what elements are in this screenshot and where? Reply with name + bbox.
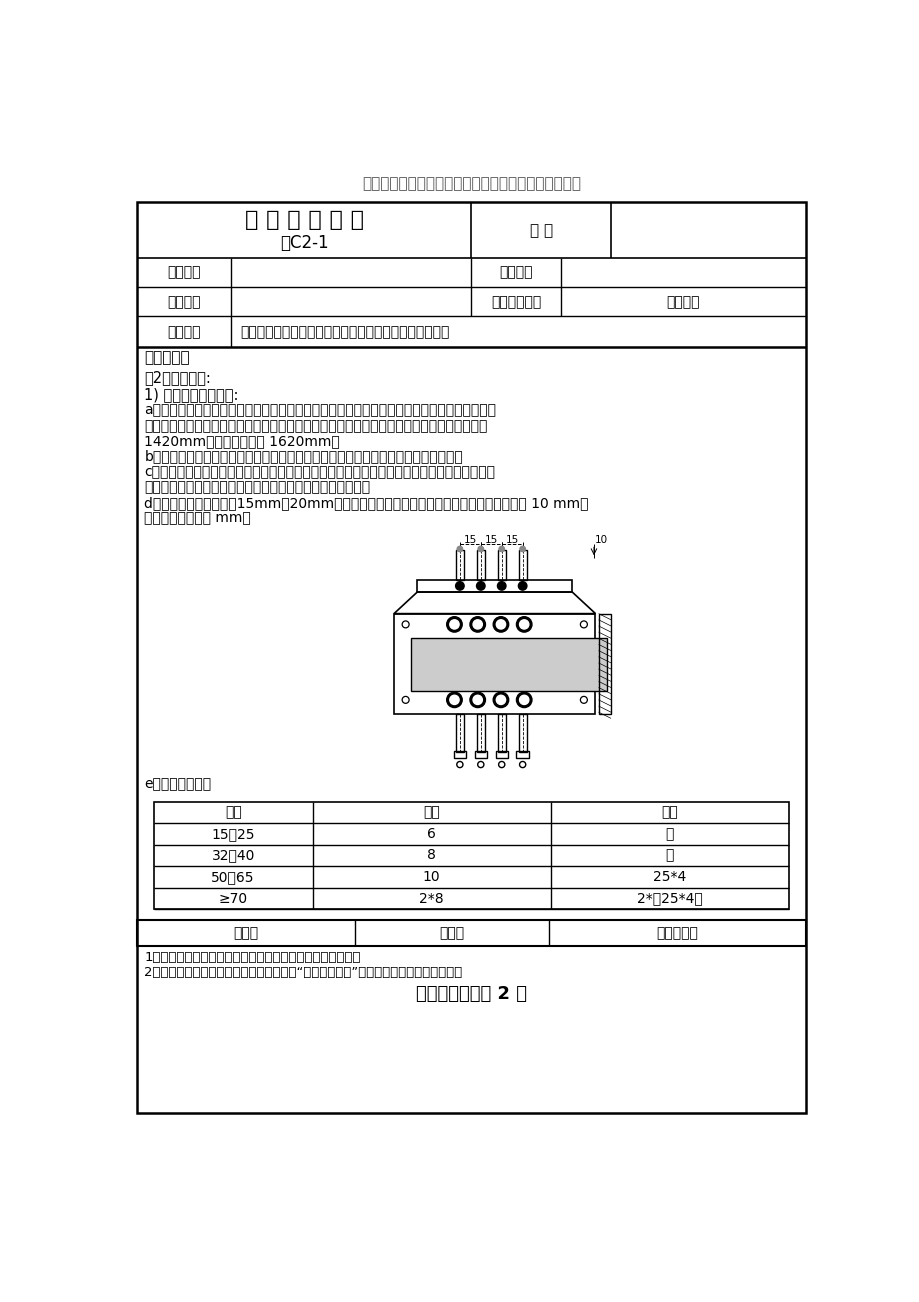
Text: 15怠25: 15怠25 <box>211 827 255 841</box>
Text: d、管与管之间的距离为15mm～20mm，同一配电箱管与管之间距离相同，导管外边距筱底 10 mm，: d、管与管之间的距离为15mm～20mm，同一配电箱管与管之间距离相同，导管外边… <box>144 496 588 510</box>
Circle shape <box>519 620 528 629</box>
Text: 丝扣应露出根母一扣，管口光滑无毛刺，不得斜口、马蹄口。: 丝扣应露出根母一扣，管口光滑无毛刺，不得斜口、马蹄口。 <box>144 480 370 495</box>
Text: 接受交底人: 接受交底人 <box>656 926 698 940</box>
Bar <box>518 551 526 579</box>
Text: 1、本表由施工单位填写，交底单位与接受单位各保存一份。: 1、本表由施工单位填写，交底单位与接受单位各保存一份。 <box>144 950 360 963</box>
Text: 电气安装: 电气安装 <box>666 294 699 309</box>
Text: 施工单位: 施工单位 <box>167 294 200 309</box>
Text: 15: 15 <box>463 535 476 544</box>
Text: 【精品文档】第 2 页: 【精品文档】第 2 页 <box>415 986 527 1003</box>
Text: 具体见图：（单位 mm）: 具体见图：（单位 mm） <box>144 512 251 525</box>
Bar <box>495 751 507 758</box>
Bar <box>474 751 486 758</box>
Bar <box>518 713 526 753</box>
Circle shape <box>516 693 531 707</box>
Text: 交底内容：: 交底内容： <box>144 350 190 366</box>
Text: 15: 15 <box>505 535 518 544</box>
Circle shape <box>493 693 508 707</box>
Circle shape <box>447 693 461 707</box>
Text: 表C2-1: 表C2-1 <box>279 234 328 253</box>
Text: c、进入配电箱内的导管必须与配电箱垂直，焊接锂管采用内外根母固定，进入配电箱内导管的: c、进入配电箱内的导管必须与配电箱垂直，焊接锂管采用内外根母固定，进入配电箱内导… <box>144 465 495 479</box>
Text: 10: 10 <box>595 535 607 544</box>
Bar <box>476 551 484 579</box>
Circle shape <box>519 547 525 552</box>
Circle shape <box>447 617 461 631</box>
Text: 1) 暗装配电箱的固定:: 1) 暗装配电箱的固定: <box>144 388 239 402</box>
Circle shape <box>457 547 462 552</box>
Bar <box>456 551 463 579</box>
Bar <box>411 638 607 690</box>
Text: ≥70: ≥70 <box>219 892 247 905</box>
Bar <box>137 921 805 947</box>
Circle shape <box>472 620 482 629</box>
Bar <box>456 713 463 753</box>
Text: 精品文档，仅供学习与交流，如有侵权请联系网站删除: 精品文档，仅供学习与交流，如有侵权请联系网站删除 <box>361 176 581 190</box>
Circle shape <box>472 695 482 704</box>
Text: 技 术 交 底 记 录: 技 术 交 底 记 录 <box>244 210 363 230</box>
Bar <box>453 751 466 758</box>
Text: 交底日期: 交底日期 <box>499 266 532 280</box>
Text: 交底人: 交底人 <box>439 926 464 940</box>
Text: 成套配电柜、控制柜（屏、台）和动力、照明配电箱安装: 成套配电柜、控制柜（屏、台）和动力、照明配电箱安装 <box>240 324 449 339</box>
Circle shape <box>449 695 459 704</box>
Text: 扁锂: 扁锂 <box>661 805 677 819</box>
Bar <box>393 613 595 713</box>
Text: 底与墙面平齐时，应在外墙固定金属网后再做抄灰，不得直接在筱底直接抄灰。层筱安装高度: 底与墙面平齐时，应在外墙固定金属网后再做抄灰，不得直接在筱底直接抄灰。层筱安装高… <box>144 419 487 432</box>
Circle shape <box>455 582 463 590</box>
Bar <box>516 751 528 758</box>
Text: a、在预留孔洞中将筱体找好标高及水平尺寸，稳住筱体后用水泥沙浆添实周边并抄平齐，如筱: a、在预留孔洞中将筱体找好标高及水平尺寸，稳住筱体后用水泥沙浆添实周边并抄平齐，… <box>144 404 496 418</box>
Text: 编 号: 编 号 <box>529 223 552 238</box>
Bar <box>417 579 572 592</box>
Circle shape <box>495 620 505 629</box>
Circle shape <box>476 582 484 590</box>
Bar <box>476 713 484 753</box>
Text: 审核人: 审核人 <box>233 926 258 940</box>
Text: 交底提要: 交底提要 <box>167 324 200 339</box>
Circle shape <box>497 582 505 590</box>
Text: 1420mm，户筱安装高度 1620mm。: 1420mm，户筱安装高度 1620mm。 <box>144 434 340 448</box>
Circle shape <box>449 620 459 629</box>
Text: 2*8: 2*8 <box>419 892 444 905</box>
Circle shape <box>493 617 508 631</box>
Circle shape <box>516 617 531 631</box>
Text: 50怠65: 50怠65 <box>211 870 255 884</box>
Bar <box>598 613 610 713</box>
Bar <box>497 551 505 579</box>
Text: b、筱体开孔与导管必须采用与导管管径适配，禁止开长孔，绝对禁止电气焊开长孔。: b、筱体开孔与导管必须采用与导管管径适配，禁止开长孔，绝对禁止电气焊开长孔。 <box>144 449 462 464</box>
Text: 25*4: 25*4 <box>652 870 686 884</box>
Circle shape <box>519 695 528 704</box>
Text: 6: 6 <box>426 827 436 841</box>
Text: 分项工程名称: 分项工程名称 <box>491 294 540 309</box>
Text: 32怠40: 32怠40 <box>211 849 255 862</box>
Circle shape <box>517 582 527 590</box>
Text: 2*（25*4）: 2*（25*4） <box>636 892 701 905</box>
Text: 管径: 管径 <box>224 805 242 819</box>
Text: 10: 10 <box>423 870 440 884</box>
Circle shape <box>470 693 485 707</box>
Text: 2、当做分项工程施工技术交底时，应填写“分项工程名称”栏，其他技术交底可不填写。: 2、当做分项工程施工技术交底时，应填写“分项工程名称”栏，其他技术交底可不填写。 <box>144 966 462 979</box>
Text: （2）操作工艺:: （2）操作工艺: <box>144 371 211 385</box>
Text: e、焊接锂管跨接: e、焊接锂管跨接 <box>144 777 211 792</box>
Circle shape <box>498 547 504 552</box>
Circle shape <box>478 547 483 552</box>
Text: 工程名称: 工程名称 <box>167 266 200 280</box>
Bar <box>153 802 789 909</box>
Circle shape <box>470 617 485 631</box>
Circle shape <box>495 695 505 704</box>
Text: 15: 15 <box>484 535 497 544</box>
Text: －: － <box>664 849 673 862</box>
Text: 8: 8 <box>426 849 436 862</box>
Text: 圆锂: 圆锂 <box>423 805 439 819</box>
Bar <box>497 713 505 753</box>
Text: －: － <box>664 827 673 841</box>
